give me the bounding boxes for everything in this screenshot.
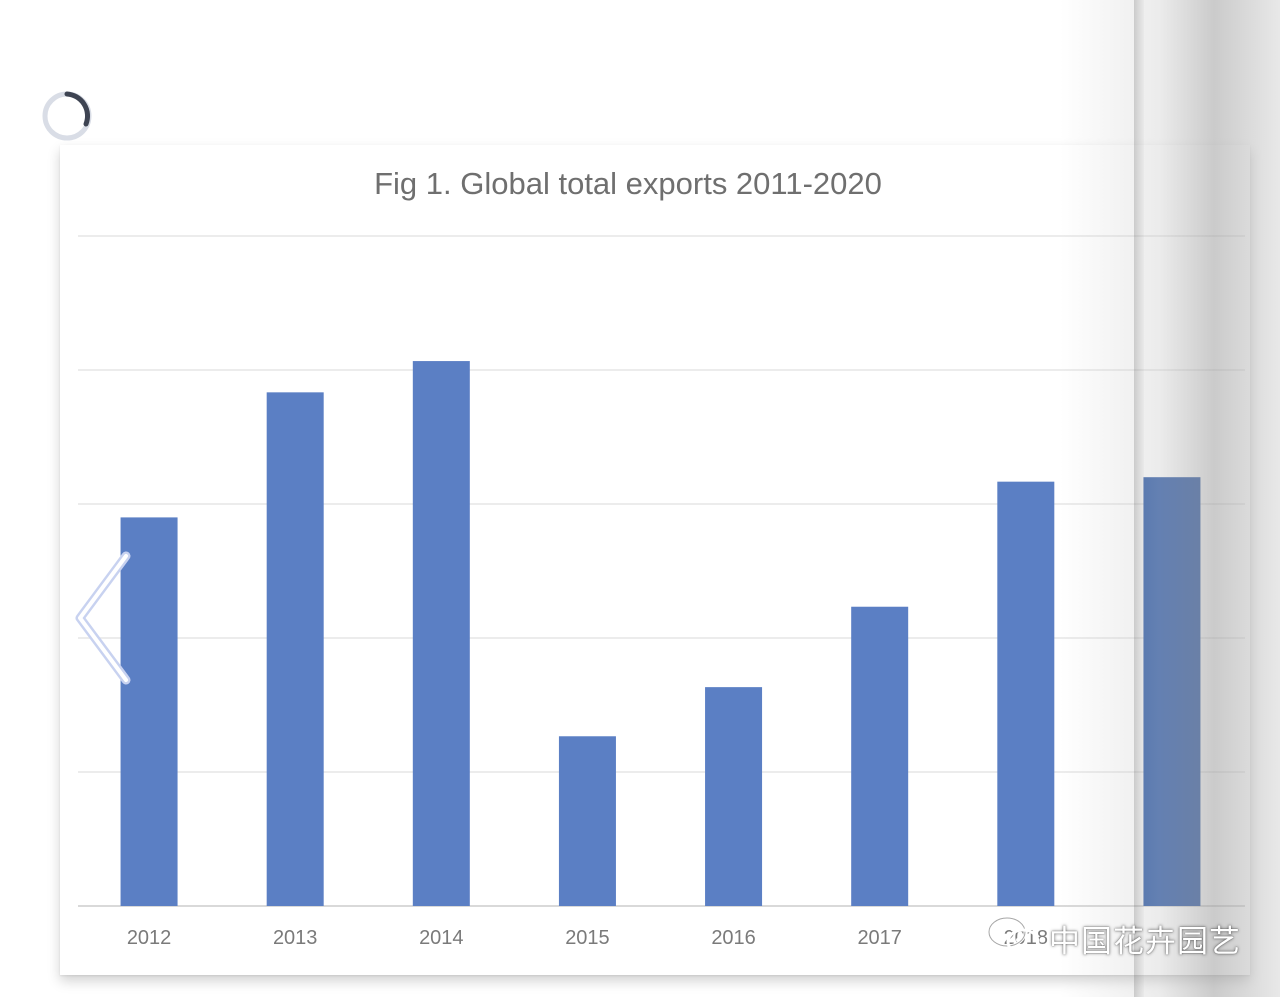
bar-2015	[558, 736, 616, 906]
loading-spinner-icon	[41, 90, 93, 142]
watermark-text: 中国花卉园艺	[1049, 923, 1241, 960]
bar-2012	[120, 517, 178, 906]
bar-2019	[1143, 477, 1201, 906]
bar-2016	[705, 687, 763, 906]
x-tick-label-2017: 2017	[857, 927, 902, 949]
x-tick-label-2015: 2015	[565, 927, 610, 949]
wechat-icon	[985, 914, 1043, 963]
gridlines	[78, 235, 1245, 907]
chevron-left-icon[interactable]	[70, 550, 136, 690]
x-axis-tick-labels: 2012 2013 2014 2015 2016 2017 2018	[127, 927, 1048, 949]
bar-2013	[266, 392, 324, 906]
x-tick-label-2012: 2012	[127, 927, 172, 949]
x-tick-label-2013: 2013	[273, 927, 318, 949]
chart-title: Fig 1. Global total exports 2011-2020	[374, 166, 882, 201]
bar-2018	[997, 481, 1055, 906]
bar-2014	[412, 361, 470, 907]
watermark: 中国花卉园艺	[985, 915, 1241, 961]
x-tick-label-2016: 2016	[711, 927, 756, 949]
x-tick-label-2014: 2014	[419, 927, 464, 949]
page-edge	[1134, 0, 1144, 997]
bars	[120, 361, 1201, 907]
bar-2017	[851, 606, 909, 906]
